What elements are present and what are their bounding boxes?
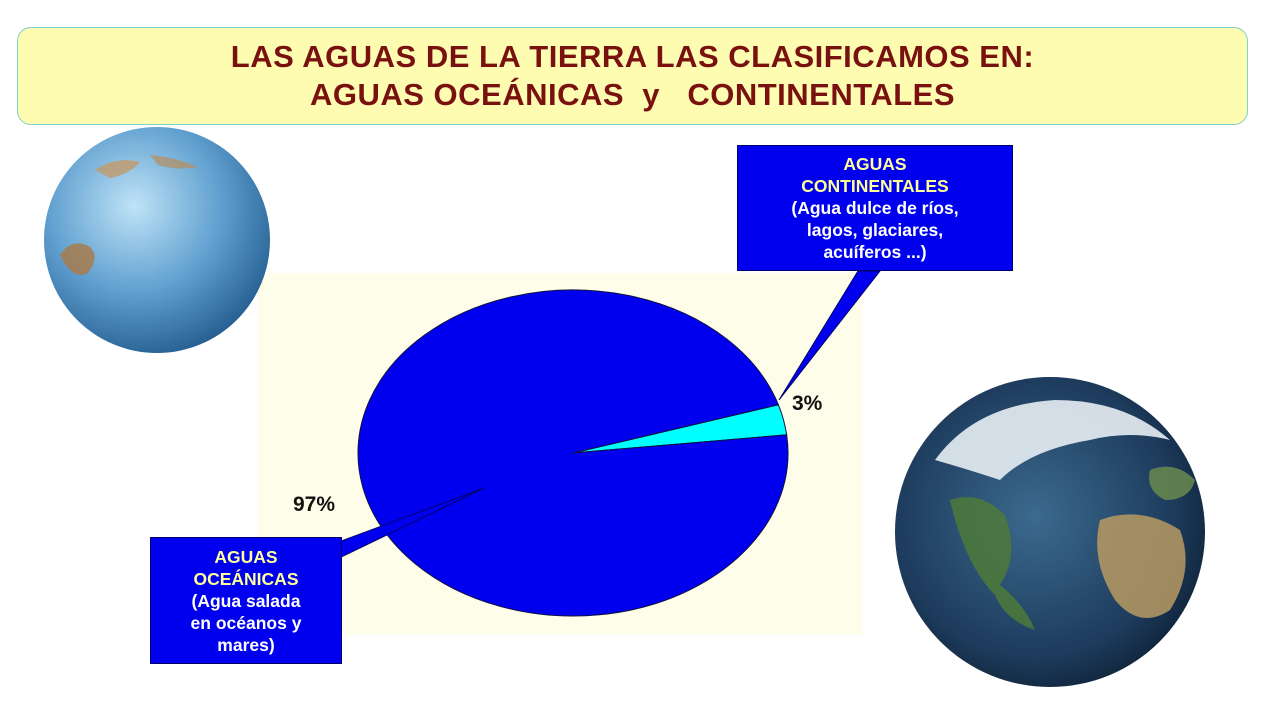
data-label-oceanic: 97% — [293, 493, 336, 516]
callout-continental-body1: (Agua dulce de ríos, — [791, 198, 959, 218]
callout-oceanic-body3: mares) — [217, 634, 275, 655]
callout-continental: AGUAS CONTINENTALES (Agua dulce de ríos,… — [737, 145, 1013, 271]
callout-pointer-continental — [778, 270, 882, 401]
pie-slice-oceanic — [357, 289, 789, 617]
callout-continental-body2: lagos, glaciares, — [806, 220, 944, 240]
callout-oceanic-head2: OCEÁNICAS — [193, 568, 299, 589]
globe-image-right — [895, 377, 1205, 687]
callout-continental-head1: AGUAS — [843, 154, 907, 174]
callout-oceanic-head1: AGUAS — [214, 546, 278, 567]
title-banner: LAS AGUAS DE LA TIERRA LAS CLASIFICAMOS … — [17, 27, 1248, 125]
callout-continental-head2: CONTINENTALES — [801, 176, 949, 196]
callout-oceanic-body1: (Agua salada — [191, 590, 301, 611]
callout-continental-body3: acuíferos ...) — [823, 242, 927, 262]
data-label-continental: 3% — [792, 392, 823, 415]
title-line-1: LAS AGUAS DE LA TIERRA LAS CLASIFICAMOS … — [230, 39, 1035, 74]
globe-image-left — [44, 127, 270, 353]
callout-oceanic-body2: en océanos y — [190, 612, 302, 633]
callout-oceanic: AGUAS OCEÁNICAS (Agua salada en océanos … — [150, 537, 342, 664]
title-line-2: AGUAS OCEÁNICAS y CONTINENTALES — [309, 77, 956, 112]
